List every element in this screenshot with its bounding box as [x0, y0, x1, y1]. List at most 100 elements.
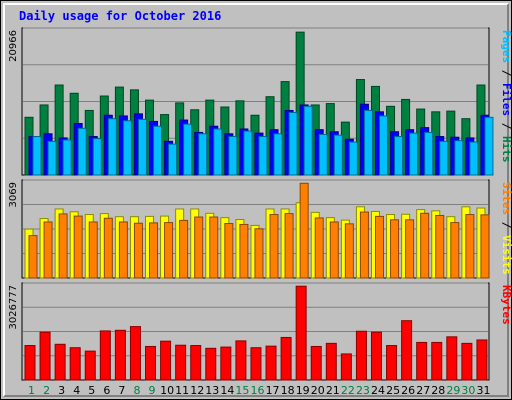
bar-pages-day-17: [273, 133, 283, 176]
bar-kbytes-day-8: [129, 326, 141, 381]
bar-sites-day-23: [359, 211, 369, 279]
day-label: 6: [103, 384, 110, 397]
day-label: 25: [386, 384, 400, 397]
bar-sites-day-14: [224, 223, 234, 279]
bar-kbytes-day-11: [175, 344, 187, 381]
day-label: 22: [341, 384, 355, 397]
bar-pages-day-15: [243, 130, 253, 176]
bar-pages-day-6: [107, 118, 117, 176]
bar-sites-day-19: [299, 182, 309, 279]
bar-pages-day-21: [333, 134, 343, 176]
day-label: 21: [326, 384, 340, 397]
bar-sites-day-3: [58, 213, 68, 279]
day-label: 27: [416, 384, 430, 397]
legend-separator: /: [500, 63, 512, 83]
day-label: 28: [431, 384, 445, 397]
day-label: 3: [58, 384, 65, 397]
bar-sites-day-27: [420, 212, 430, 279]
bar-pages-day-10: [168, 143, 178, 176]
day-label: 19: [296, 384, 310, 397]
legend-entry-visits: Visits: [500, 235, 512, 275]
day-label: 15: [235, 384, 249, 397]
bar-pages-day-12: [198, 133, 208, 176]
bar-sites-day-25: [390, 219, 400, 279]
bar-pages-day-3: [62, 139, 72, 176]
panel-2-max-label: 3069: [8, 182, 19, 207]
bar-kbytes-day-14: [220, 346, 232, 381]
bar-sites-day-7: [118, 221, 128, 279]
bar-pages-day-24: [378, 115, 388, 176]
bar-kbytes-day-27: [416, 341, 428, 381]
day-label: 8: [133, 384, 140, 397]
bar-pages-day-18: [288, 111, 298, 176]
bar-pages-day-2: [47, 140, 57, 176]
bar-kbytes-day-21: [325, 342, 337, 381]
legend-entry-sites: Sites: [500, 182, 512, 215]
bar-kbytes-day-7: [114, 329, 126, 381]
bar-kbytes-day-22: [340, 353, 352, 381]
bar-pages-day-14: [228, 136, 238, 176]
bar-kbytes-day-31: [476, 339, 488, 381]
day-label: 13: [205, 384, 219, 397]
day-label: 9: [149, 384, 156, 397]
bar-kbytes-day-17: [265, 345, 277, 381]
panel-3-legend: KBytes: [500, 285, 512, 325]
bar-kbytes-day-20: [310, 345, 322, 381]
bar-kbytes-day-25: [386, 345, 398, 381]
bar-sites-day-4: [73, 215, 83, 279]
bar-kbytes-day-9: [145, 345, 157, 381]
bar-sites-day-31: [480, 214, 490, 279]
bar-sites-day-9: [149, 222, 159, 279]
legend-separator: /: [500, 215, 512, 235]
day-label: 4: [73, 384, 80, 397]
bar-pages-day-26: [409, 132, 419, 176]
bar-sites-day-1: [28, 235, 38, 279]
legend-entry-kbytes: KBytes: [500, 285, 512, 325]
bar-sites-day-24: [374, 215, 384, 279]
bar-pages-day-20: [318, 133, 328, 176]
bar-sites-day-20: [314, 217, 324, 279]
panel-1-legend: Pages / Files / Hits: [500, 30, 512, 163]
day-label: 16: [251, 384, 265, 397]
day-label: 5: [88, 384, 95, 397]
bar-sites-day-18: [284, 213, 294, 279]
bar-kbytes-day-2: [39, 331, 51, 381]
bar-sites-day-2: [43, 221, 53, 279]
bar-sites-day-10: [164, 222, 174, 279]
bar-sites-day-29: [450, 222, 460, 279]
bar-kbytes-day-23: [355, 330, 367, 381]
bar-kbytes-day-26: [401, 320, 413, 381]
legend-separator: /: [500, 116, 512, 136]
bar-sites-day-12: [194, 216, 204, 279]
bar-kbytes-day-24: [370, 331, 382, 381]
bar-pages-day-29: [454, 140, 464, 176]
bar-pages-day-19: [303, 105, 313, 176]
day-label: 14: [220, 384, 234, 397]
bar-sites-day-26: [405, 219, 415, 279]
bar-kbytes-day-16: [250, 347, 262, 381]
bar-pages-day-25: [394, 136, 404, 176]
bar-sites-day-30: [465, 214, 475, 279]
day-label: 31: [476, 384, 490, 397]
bar-sites-day-13: [209, 216, 219, 279]
bar-sites-day-21: [329, 221, 339, 279]
bar-sites-day-8: [133, 222, 143, 279]
bar-kbytes-day-5: [84, 350, 96, 381]
bar-pages-day-30: [469, 141, 479, 176]
legend-entry-hits: Hits: [500, 136, 512, 163]
bar-pages-day-31: [484, 116, 494, 176]
panel-1-max-label: 20966: [8, 30, 19, 62]
day-label: 11: [175, 384, 189, 397]
bar-sites-day-5: [88, 221, 98, 279]
bar-sites-day-11: [179, 219, 189, 279]
chart-bevel: [3, 3, 509, 397]
bar-sites-day-16: [254, 228, 264, 279]
day-label: 7: [118, 384, 125, 397]
bar-sites-day-6: [103, 217, 113, 279]
legend-entry-pages: Pages: [500, 30, 512, 63]
bar-kbytes-day-1: [24, 345, 36, 381]
bar-pages-day-13: [213, 128, 223, 176]
bar-sites-day-17: [269, 214, 279, 279]
bar-kbytes-day-19: [295, 285, 307, 381]
